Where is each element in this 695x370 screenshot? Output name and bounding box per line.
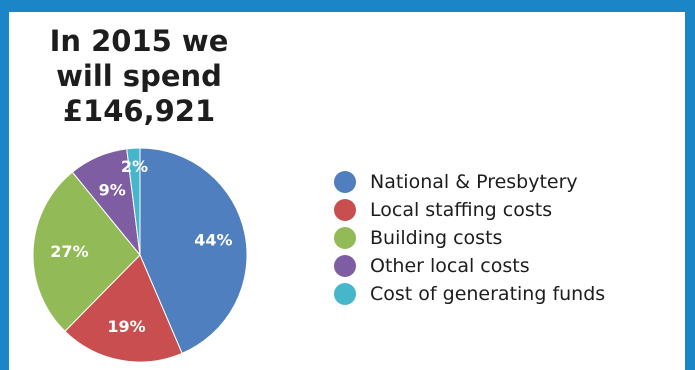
pie-slice-local-staffing: [64, 254, 183, 363]
legend-swatch-building-costs: [334, 227, 356, 249]
legend-item-local-staffing: Local staffing costs: [334, 196, 605, 224]
legend-item-national-presbytery: National & Presbytery: [334, 168, 605, 196]
legend-item-cost-of-generating-funds: Cost of generating funds: [334, 280, 605, 308]
pie-label-cost-of-generating-funds: 2%: [121, 157, 148, 176]
legend-label-local-staffing: Local staffing costs: [370, 199, 553, 221]
pie-label-other-local-costs: 9%: [99, 181, 126, 200]
legend-item-building-costs: Building costs: [334, 224, 605, 252]
legend-label-other-local-costs: Other local costs: [370, 255, 530, 277]
legend-swatch-local-staffing: [334, 199, 356, 221]
chart-headline: In 2015 we will spend £146,921: [9, 24, 269, 129]
pie-label-national-presbytery: 44%: [194, 230, 232, 249]
legend-item-other-local-costs: Other local costs: [334, 252, 605, 280]
chart-legend: National & Presbytery Local staffing cos…: [334, 168, 605, 308]
headline-line-3: £146,921: [62, 94, 216, 128]
pie-chart: 44% 19% 27% 9% 2%: [32, 147, 248, 363]
pie-slice-cost-of-generating-funds: [126, 147, 141, 256]
legend-label-building-costs: Building costs: [370, 227, 503, 249]
pie-label-local-staffing: 19%: [107, 317, 145, 336]
legend-label-cost-of-generating-funds: Cost of generating funds: [370, 283, 606, 305]
pie-slice-national-presbytery: [139, 147, 248, 355]
pie-label-building-costs: 27%: [50, 242, 88, 261]
legend-label-national-presbytery: National & Presbytery: [370, 171, 578, 193]
headline-line-1: In 2015 we: [49, 24, 229, 58]
legend-swatch-cost-of-generating-funds: [334, 283, 356, 305]
chart-panel: In 2015 we will spend £146,921 44% 19% 27%…: [9, 12, 685, 370]
headline-line-2: will spend: [56, 59, 222, 93]
legend-swatch-other-local-costs: [334, 255, 356, 277]
legend-swatch-national-presbytery: [334, 171, 356, 193]
pie-slice-building-costs: [32, 171, 141, 332]
